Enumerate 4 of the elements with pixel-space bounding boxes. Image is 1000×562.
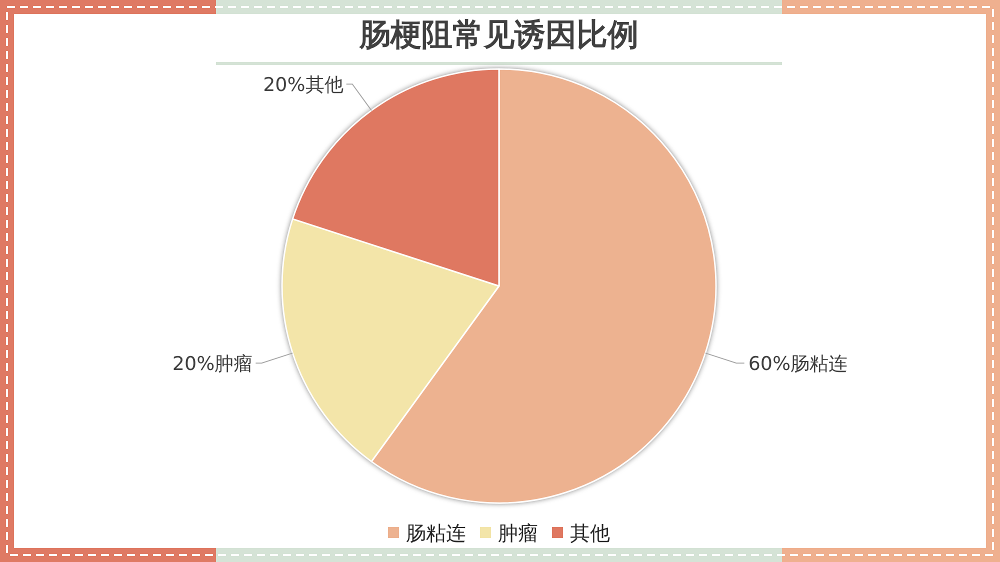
legend-label: 肠粘连 <box>406 521 466 545</box>
legend-label: 其他 <box>570 521 610 545</box>
title: 肠梗阻常见诱因比例 <box>360 17 638 53</box>
legend-label: 肿瘤 <box>498 521 538 545</box>
